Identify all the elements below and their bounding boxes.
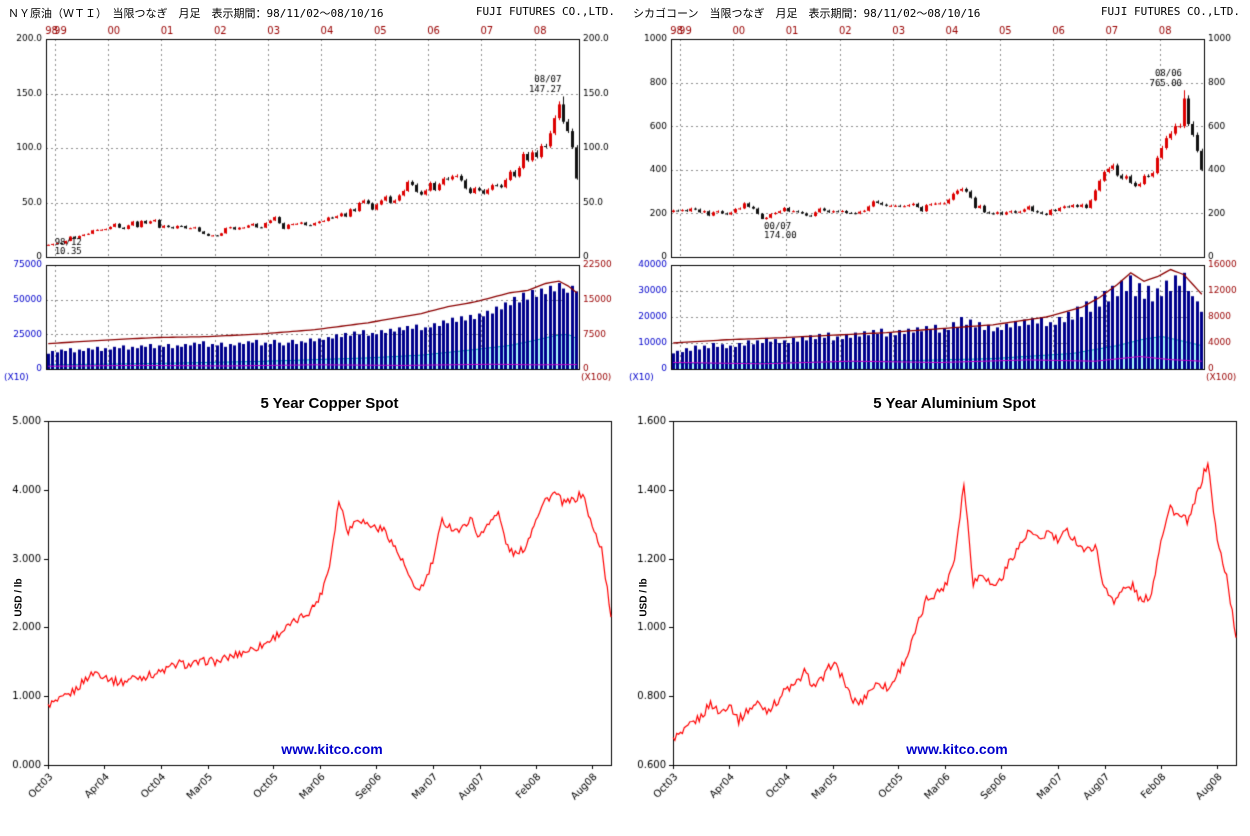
futures-charts-row: ＮＹ原油（ＷＴＩ） 当限つなぎ 月足 表示期間：98/11/02～08/10/1… bbox=[0, 0, 1250, 387]
wti-futures-panel: ＮＹ原油（ＷＴＩ） 当限つなぎ 月足 表示期間：98/11/02～08/10/1… bbox=[0, 0, 625, 387]
aluminium-spot-panel: 5 Year Aluminium Spot USD / lb www.kitco… bbox=[625, 387, 1250, 827]
wti-header: ＮＹ原油（ＷＴＩ） 当限つなぎ 月足 表示期間：98/11/02～08/10/1… bbox=[0, 0, 625, 21]
kitco-charts-row: 5 Year Copper Spot USD / lb www.kitco.co… bbox=[0, 387, 1250, 827]
wti-source-label: FUJI FUTURES CO.,LTD. bbox=[475, 5, 615, 18]
wti-candlestick-chart-canvas bbox=[0, 21, 625, 387]
corn-futures-panel: シカゴコーン 当限つなぎ 月足 表示期間：98/11/02～08/10/16 F… bbox=[625, 0, 1250, 387]
copper-chart-title: 5 Year Copper Spot bbox=[260, 395, 399, 412]
corn-header: シカゴコーン 当限つなぎ 月足 表示期間：98/11/02～08/10/16 F… bbox=[625, 0, 1250, 21]
copper-spot-panel: 5 Year Copper Spot USD / lb www.kitco.co… bbox=[0, 387, 625, 827]
kitco-watermark-copper: www.kitco.com bbox=[281, 741, 383, 757]
copper-line-chart-canvas bbox=[0, 413, 625, 827]
aluminium-y-axis-label: USD / lb bbox=[638, 578, 650, 617]
copper-y-axis-label: USD / lb bbox=[13, 578, 25, 617]
aluminium-chart-title: 5 Year Aluminium Spot bbox=[873, 395, 1036, 412]
corn-candlestick-chart-canvas bbox=[625, 21, 1250, 387]
aluminium-line-chart-canvas bbox=[625, 413, 1250, 827]
wti-chart-title: ＮＹ原油（ＷＴＩ） 当限つなぎ 月足 表示期間：98/11/02～08/10/1… bbox=[8, 7, 384, 20]
kitco-watermark-aluminium: www.kitco.com bbox=[906, 741, 1008, 757]
corn-source-label: FUJI FUTURES CO.,LTD. bbox=[1100, 5, 1240, 18]
corn-chart-title: シカゴコーン 当限つなぎ 月足 表示期間：98/11/02～08/10/16 bbox=[633, 7, 981, 20]
